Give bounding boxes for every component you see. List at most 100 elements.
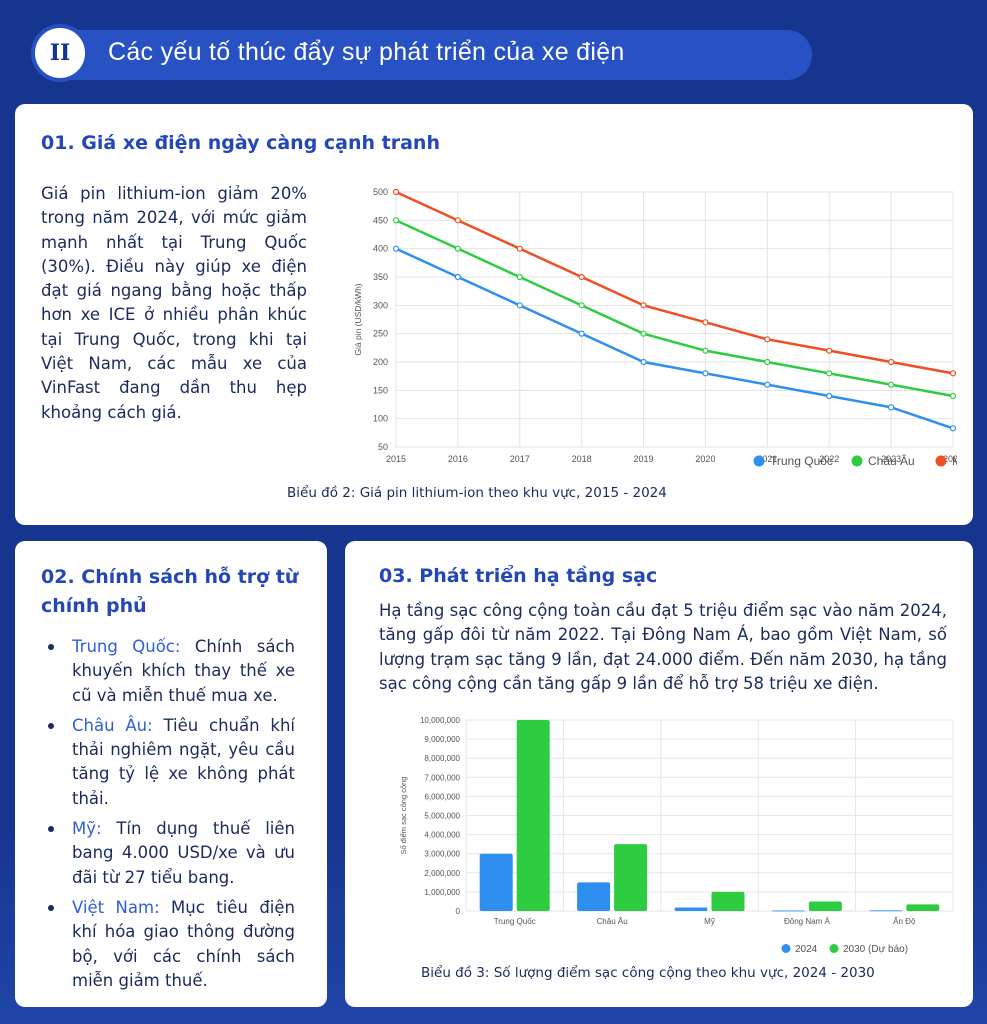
series-line [395, 190, 954, 375]
bar [771, 910, 805, 912]
data-point [949, 370, 957, 377]
charging-infra-text: Hạ tầng sạc công cộng toàn cầu đạt 5 tri… [379, 601, 947, 693]
x-tick-label: 2017 [510, 454, 530, 464]
y-tick-label: 300 [373, 300, 388, 310]
data-point [826, 370, 833, 377]
data-point [949, 392, 957, 400]
charging-points-caption: Biểu đồ 3: Số lượng điểm sạc công cộng t… [421, 965, 875, 981]
data-point [454, 273, 461, 281]
data-point [392, 217, 400, 224]
data-point [702, 319, 709, 326]
y-tick-label: 7,000,000 [424, 773, 460, 782]
data-point [764, 381, 771, 388]
legend-swatch [851, 455, 863, 467]
policy-region-label: Việt Nam: [72, 897, 160, 917]
x-tick-label: Ấn Độ [893, 916, 916, 926]
legend-swatch [753, 455, 765, 467]
charging-infra-title: 03. Phát triển hạ tầng sạc [379, 565, 658, 587]
x-tick-label: Trung Quốc [494, 917, 536, 926]
data-point [392, 188, 400, 196]
data-point [578, 273, 585, 281]
data-point [516, 245, 523, 252]
y-axis-label: Số điểm sạc công cộng [399, 777, 408, 855]
data-point [640, 302, 647, 309]
list-item: Việt Nam: Mục tiêu điện khí hóa giao thô… [45, 896, 295, 993]
policy-region-text: Tiêu chuẩn khí thải nghiêm ngặt, yêu cầu… [72, 715, 295, 808]
y-axis-label: Giá pin (USD/kWh) [353, 283, 363, 355]
y-tick-label: 500 [373, 187, 388, 197]
bar [711, 891, 745, 911]
data-point [888, 381, 895, 388]
list-item: Trung Quốc: Chính sách khuyến khích thay… [45, 635, 295, 708]
y-tick-label: 200 [373, 357, 388, 367]
y-tick-label: 150 [373, 385, 388, 395]
y-tick-label: 350 [373, 272, 388, 282]
policy-region-label: Mỹ: [72, 819, 102, 839]
data-point [702, 370, 709, 377]
y-tick-label: 450 [373, 215, 388, 225]
data-point [888, 358, 895, 366]
x-tick-label: 2019 [634, 454, 654, 464]
policy-region-text: Mục tiêu điện khí hóa giao thông đường b… [72, 897, 295, 990]
legend-label: Châu Âu [868, 453, 915, 468]
bar [906, 904, 940, 911]
x-tick-label: Đông Nam Á [784, 917, 830, 926]
legend-label: Trung Quốc [770, 454, 833, 468]
legend-label: 2030 (Dự báo) [843, 944, 908, 955]
policy-list: Trung Quốc: Chính sách khuyến khích thay… [45, 635, 295, 999]
y-tick-label: 9,000,000 [424, 735, 460, 744]
bar [869, 910, 903, 912]
bar [674, 907, 708, 911]
bar [516, 720, 550, 911]
x-tick-label: 2021 [757, 454, 777, 464]
bar [614, 844, 648, 911]
legend-swatch [935, 455, 947, 467]
data-point [516, 302, 523, 309]
data-point [764, 358, 771, 366]
x-tick-label: 2024 [943, 454, 957, 464]
data-point [640, 330, 647, 337]
battery-price-title: 01. Giá xe điện ngày càng cạnh tranh [41, 132, 440, 154]
policy-region-text: Tín dụng thuế liên bang 4.000 USD/xe và … [72, 819, 295, 887]
y-tick-label: 2,000,000 [424, 869, 460, 878]
list-item: Châu Âu: Tiêu chuẩn khí thải nghiêm ngặt… [45, 714, 295, 811]
policy-card: 02. Chính sách hỗ trợ từ chính phủ Trung… [15, 541, 327, 1007]
charging-infra-card: 03. Phát triển hạ tầng sạc Hạ tầng sạc c… [345, 541, 973, 1007]
battery-price-text: Giá pin lithium-ion giảm 20% trong năm 2… [41, 184, 307, 422]
y-tick-label: 50 [378, 442, 388, 452]
data-point [392, 245, 400, 252]
y-tick-label: 3,000,000 [424, 850, 460, 859]
y-tick-label: 400 [373, 244, 388, 254]
data-point [640, 358, 647, 366]
data-point [826, 392, 833, 400]
legend-swatch [781, 944, 791, 953]
legend-label: 2024 [795, 944, 818, 955]
x-tick-label: 2023 [881, 454, 901, 464]
y-tick-label: 5,000,000 [424, 812, 460, 821]
data-point [764, 336, 771, 343]
x-tick-label: 2016 [448, 454, 468, 464]
legend-label: Mỹ [952, 454, 957, 468]
policy-title: 02. Chính sách hỗ trợ từ chính phủ [41, 566, 299, 617]
y-tick-label: 8,000,000 [424, 754, 460, 763]
battery-price-caption: Biểu đồ 2: Giá pin lithium-ion theo khu … [287, 485, 667, 501]
y-tick-label: 4,000,000 [424, 831, 460, 840]
x-tick-label: 2018 [572, 454, 592, 464]
data-point [702, 347, 709, 354]
series-line [395, 219, 954, 398]
y-tick-label: 1,000,000 [424, 888, 460, 897]
data-point [454, 245, 461, 252]
data-point [888, 404, 895, 411]
section-header-bar [40, 30, 812, 80]
x-tick-label: 2015 [386, 454, 406, 464]
y-tick-label: 6,000,000 [424, 792, 460, 801]
section-number-badge: II [31, 24, 89, 82]
data-point [516, 273, 523, 281]
x-tick-label: 2020 [695, 454, 715, 464]
charging-points-bar-chart: 0 1,000,000 2,000,000 3,000,000 4,000,000 5,0… [399, 716, 954, 955]
y-tick-label: 250 [373, 329, 388, 339]
x-tick-label: 2022 [819, 454, 839, 464]
policy-region-text: Chính sách khuyến khích thay thế xe cũ v… [72, 637, 295, 705]
data-point [826, 347, 833, 354]
data-point [578, 302, 585, 309]
